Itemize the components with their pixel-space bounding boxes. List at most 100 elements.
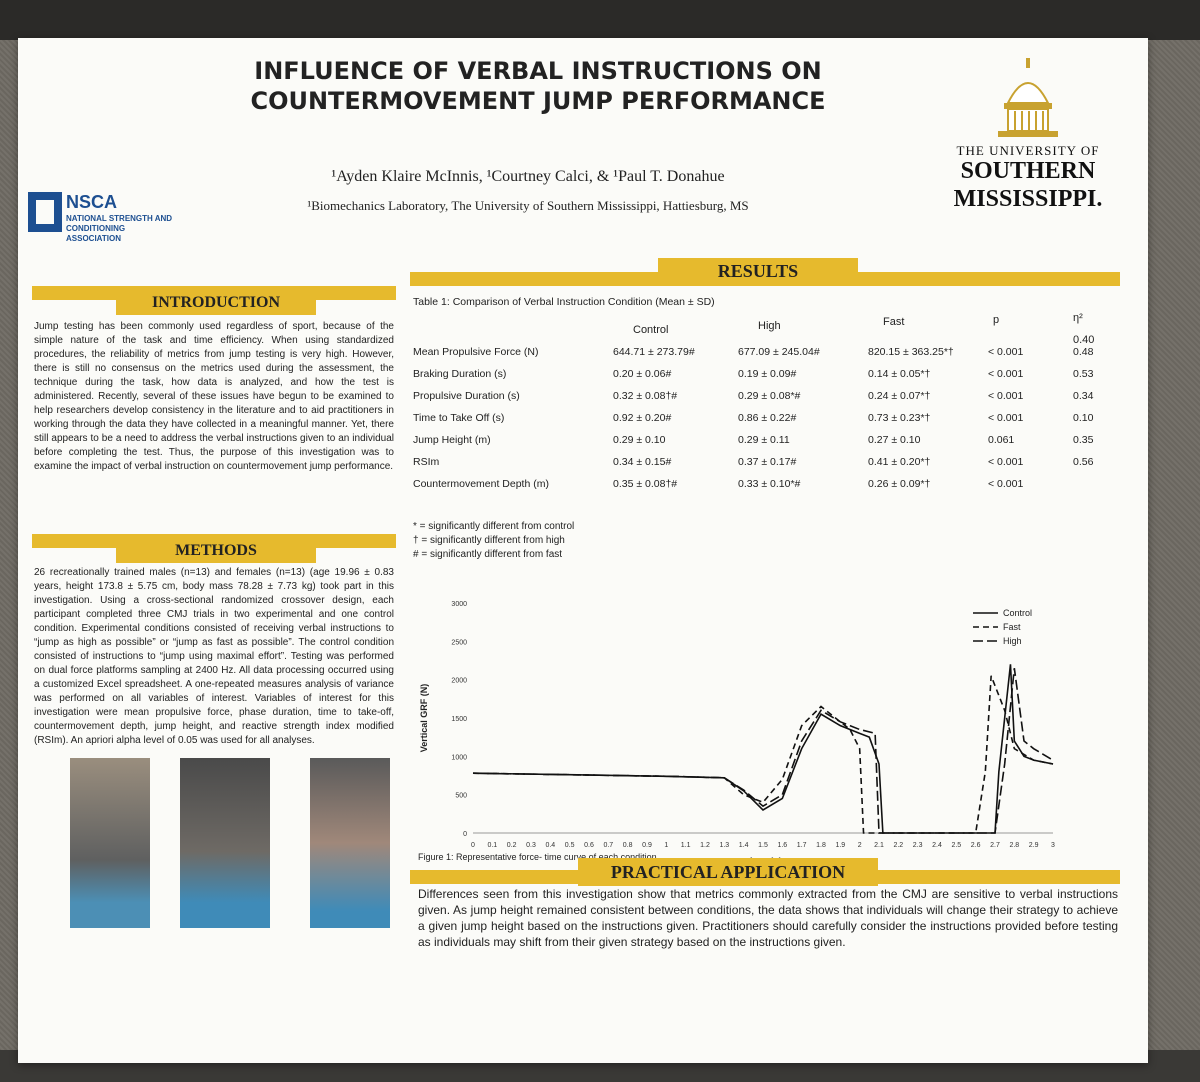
cell-label: Braking Duration (s): [413, 368, 507, 380]
table-caption: Table 1: Comparison of Verbal Instructio…: [413, 296, 715, 308]
methods-heading: METHODS: [116, 539, 316, 563]
y-tick-label: 2000: [451, 678, 467, 685]
cell-label: Propulsive Duration (s): [413, 390, 520, 402]
cell-eta: 0.53: [1073, 368, 1094, 380]
cell-high: 0.86 ± 0.22#: [738, 412, 797, 424]
cell-fast: 0.27 ± 0.10: [868, 434, 921, 446]
nsca-logo: NSCA NATIONAL STRENGTH AND CONDITIONING …: [28, 188, 172, 248]
research-poster: INFLUENCE OF VERBAL INSTRUCTIONS ON COUN…: [18, 38, 1148, 1063]
photo-countermovement: [180, 758, 270, 928]
cell-p: < 0.001: [988, 346, 1024, 358]
usm-logo: THE UNIVERSITY OF SOUTHERN MISSISSIPPI.: [918, 48, 1138, 238]
cell-eta: 0.10: [1073, 412, 1094, 424]
cell-high: 0.29 ± 0.11: [738, 434, 790, 446]
x-tick-label: 1.4: [739, 842, 749, 849]
cell-label: Countermovement Depth (m): [413, 478, 549, 490]
cell-fast: 820.15 ± 363.25*†: [868, 346, 954, 358]
col-eta: η²: [1073, 312, 1083, 324]
col-p: p: [993, 314, 1000, 326]
col-control: Control: [633, 324, 669, 336]
photo-takeoff: [310, 758, 390, 928]
intro-text: Jump testing has been commonly used rega…: [34, 321, 394, 472]
practical-text: Differences seen from this investigation…: [418, 887, 1118, 949]
cell-fast: 0.26 ± 0.09*†: [868, 478, 931, 490]
cell-p: < 0.001: [988, 456, 1024, 468]
x-tick-label: 1: [664, 842, 668, 849]
cell-fast: 0.14 ± 0.05*†: [868, 368, 931, 380]
col-fast: Fast: [883, 316, 905, 328]
x-tick-label: 2.8: [1009, 842, 1019, 849]
x-tick-label: 2: [858, 842, 862, 849]
x-tick-label: 0.5: [565, 842, 575, 849]
cell-control: 0.92 ± 0.20#: [613, 412, 672, 424]
cell-high: 0.33 ± 0.10*#: [738, 478, 801, 490]
x-tick-label: 2.6: [971, 842, 981, 849]
cell-control: 0.32 ± 0.08†#: [613, 390, 678, 402]
ceiling-strip: [0, 0, 1200, 40]
cell-high: 0.29 ± 0.08*#: [738, 390, 801, 402]
poster-title: INFLUENCE OF VERBAL INSTRUCTIONS ON COUN…: [250, 57, 826, 115]
force-time-chart: 0 500 1000 1500 2000 2500 3000 0 0.1 0.2 0.3 0.4 0.5…: [419, 601, 1055, 868]
cell-control: 0.34 ± 0.15#: [613, 456, 672, 468]
x-tick-label: 0.2: [507, 842, 517, 849]
cell-control: 644.71 ± 273.79#: [613, 346, 695, 358]
cell-eta: 0.34: [1073, 390, 1094, 402]
col-high: High: [758, 320, 781, 332]
cell-fast: 0.73 ± 0.23*†: [868, 412, 931, 424]
legend-label: High: [1003, 636, 1022, 646]
cell-p: < 0.001: [988, 390, 1024, 402]
x-tick-label: 1.2: [700, 842, 710, 849]
cell-fast: 0.24 ± 0.07*†: [868, 390, 931, 402]
results-heading: RESULTS: [658, 258, 858, 284]
series-line-control: [472, 664, 1054, 834]
eta-extra: 0.40: [1073, 334, 1095, 346]
series-line-high: [472, 668, 1054, 834]
x-tick-label: 0.1: [487, 842, 497, 849]
practical-heading: PRACTICAL APPLICATION: [578, 858, 878, 886]
x-tick-label: 2.9: [1029, 842, 1039, 849]
x-tick-label: 3: [1051, 842, 1055, 849]
usm-line1: THE UNIVERSITY OF: [956, 143, 1100, 158]
y-axis-label: Vertical GRF (N): [419, 684, 429, 753]
x-tick-label: 2.4: [932, 842, 942, 849]
y-tick-label: 3000: [451, 601, 467, 608]
y-tick-label: 2500: [451, 639, 467, 646]
table-row: Time to Take Off (s) 0.92 ± 0.20# 0.86 ± 0…: [413, 412, 1113, 434]
table-row: Mean Propulsive Force (N) 644.71 ± 273.79…: [413, 346, 1113, 368]
usm-line3: MISSISSIPPI.: [953, 186, 1103, 212]
table-row: RSIm 0.34 ± 0.15# 0.37 ± 0.17# 0.41 ± 0.20*…: [413, 456, 1113, 478]
x-tick-label: 0: [471, 842, 475, 849]
cell-control: 0.20 ± 0.06#: [613, 368, 672, 380]
table-row: Propulsive Duration (s) 0.32 ± 0.08†# 0.29…: [413, 390, 1113, 412]
cell-label: Mean Propulsive Force (N): [413, 346, 539, 358]
cell-eta: 0.35: [1073, 434, 1094, 446]
x-tick-label: 1.1: [681, 842, 691, 849]
x-tick-label: 1.6: [777, 842, 787, 849]
cell-label: Time to Take Off (s): [413, 412, 505, 424]
x-tick-label: 0.4: [545, 842, 555, 849]
cell-high: 677.09 ± 245.04#: [738, 346, 820, 358]
table-row: Jump Height (m) 0.29 ± 0.10 0.29 ± 0.11 0.2…: [413, 434, 1113, 456]
dome-icon: [998, 58, 1058, 137]
note-control: * = significantly different from control: [413, 521, 575, 532]
cell-high: 0.19 ± 0.09#: [738, 368, 797, 380]
cell-label: Jump Height (m): [413, 434, 491, 446]
legend-label: Fast: [1003, 622, 1021, 632]
photo-standing: [70, 758, 150, 928]
x-tick-label: 0.6: [584, 842, 594, 849]
jump-photos: [70, 758, 400, 933]
nsca-mark-icon: [28, 192, 62, 232]
figure-caption: Figure 1: Representative force- time cur…: [418, 852, 657, 862]
nsca-logo-subtext: NATIONAL STRENGTH AND CONDITIONING ASSOC…: [66, 214, 173, 243]
x-tick-label: 0.3: [526, 842, 536, 849]
x-tick-label: 1.8: [816, 842, 826, 849]
y-tick-label: 1000: [451, 754, 467, 761]
x-tick-label: 0.8: [623, 842, 633, 849]
cell-p: < 0.001: [988, 478, 1024, 490]
table-row: Countermovement Depth (m) 0.35 ± 0.08†# 0.…: [413, 478, 1113, 500]
note-high: † = significantly different from high: [413, 535, 565, 546]
cell-control: 0.29 ± 0.10: [613, 434, 666, 446]
x-tick-label: 2.1: [874, 842, 884, 849]
x-tick-label: 0.9: [642, 842, 652, 849]
